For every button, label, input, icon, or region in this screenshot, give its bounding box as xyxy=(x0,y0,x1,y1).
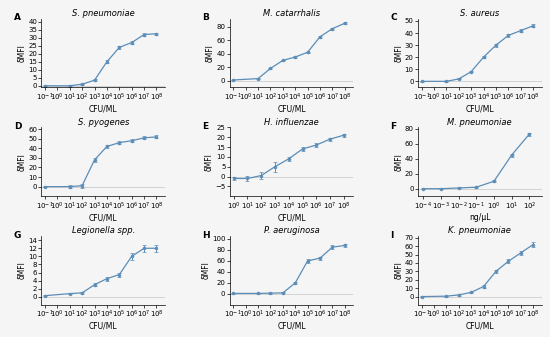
Y-axis label: δMFI: δMFI xyxy=(18,44,27,62)
X-axis label: ng/μL: ng/μL xyxy=(469,213,491,222)
Title: S. pyogenes: S. pyogenes xyxy=(78,118,129,127)
Title: S. aureus: S. aureus xyxy=(460,9,499,18)
Title: P. aeruginosa: P. aeruginosa xyxy=(263,226,320,235)
X-axis label: CFU/ML: CFU/ML xyxy=(89,104,118,113)
Title: M. catarrhalis: M. catarrhalis xyxy=(263,9,320,18)
X-axis label: CFU/ML: CFU/ML xyxy=(277,213,306,222)
Y-axis label: δMFI: δMFI xyxy=(206,44,215,62)
Text: H: H xyxy=(202,231,210,240)
Y-axis label: δMFI: δMFI xyxy=(394,153,403,171)
Y-axis label: δMFI: δMFI xyxy=(18,153,27,171)
Text: I: I xyxy=(390,231,394,240)
X-axis label: CFU/ML: CFU/ML xyxy=(89,213,118,222)
Y-axis label: δMFI: δMFI xyxy=(205,153,214,171)
Title: Legionella spp.: Legionella spp. xyxy=(72,226,135,235)
Title: H. influenzae: H. influenzae xyxy=(264,118,319,127)
Y-axis label: δMFI: δMFI xyxy=(201,262,211,279)
Y-axis label: δMFI: δMFI xyxy=(394,44,403,62)
X-axis label: CFU/ML: CFU/ML xyxy=(465,322,494,331)
X-axis label: CFU/ML: CFU/ML xyxy=(277,104,306,113)
X-axis label: CFU/ML: CFU/ML xyxy=(89,322,118,331)
Title: M. pneumoniae: M. pneumoniae xyxy=(448,118,512,127)
Title: S. pneumoniae: S. pneumoniae xyxy=(72,9,135,18)
X-axis label: CFU/ML: CFU/ML xyxy=(277,322,306,331)
Title: K. pneumoniae: K. pneumoniae xyxy=(448,226,512,235)
Y-axis label: δMFI: δMFI xyxy=(18,262,27,279)
Text: C: C xyxy=(390,13,397,22)
Text: G: G xyxy=(14,231,21,240)
Text: E: E xyxy=(202,122,208,131)
Text: B: B xyxy=(202,13,209,22)
Text: F: F xyxy=(390,122,397,131)
Text: A: A xyxy=(14,13,21,22)
Y-axis label: δMFI: δMFI xyxy=(394,262,403,279)
Text: D: D xyxy=(14,122,21,131)
X-axis label: CFU/ML: CFU/ML xyxy=(465,104,494,113)
